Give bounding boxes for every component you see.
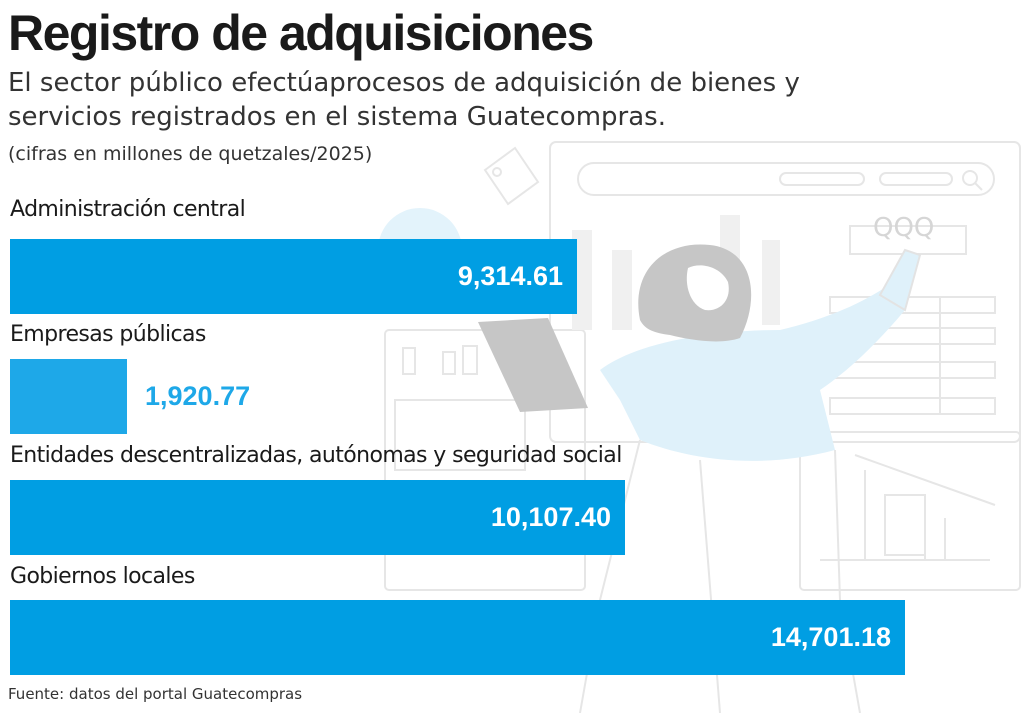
value-label: 10,107.40 [490, 502, 611, 532]
house-card-shape [799, 431, 1021, 591]
category-label: Administración central [10, 197, 246, 222]
search-bar-shape [577, 162, 995, 196]
category-label: Entidades descentralizadas, autónomas y … [10, 443, 622, 468]
bar [10, 239, 577, 314]
woman-figure [478, 244, 922, 713]
chart-subtitle: El sector público efectúaprocesos de adq… [8, 68, 800, 132]
tablet-icon [478, 318, 588, 412]
category-label: Empresas públicas [10, 322, 206, 347]
value-label: 1,920.77 [145, 381, 251, 411]
source-note: Fuente: datos del portal Guatecompras [8, 685, 303, 703]
screen-text: QQQ [873, 213, 934, 243]
category-label: Gobiernos locales [10, 564, 195, 589]
price-tag-icon [483, 146, 540, 206]
chart-title: Registro de adquisiciones [8, 5, 594, 61]
magnifier-icon [962, 170, 978, 186]
bar [10, 600, 905, 675]
bar [10, 480, 625, 555]
value-label: 9,314.61 [457, 261, 563, 291]
units-note: (cifras en millones de quetzales/2025) [8, 143, 373, 165]
value-label: 14,701.18 [770, 622, 891, 652]
bar [10, 359, 127, 434]
